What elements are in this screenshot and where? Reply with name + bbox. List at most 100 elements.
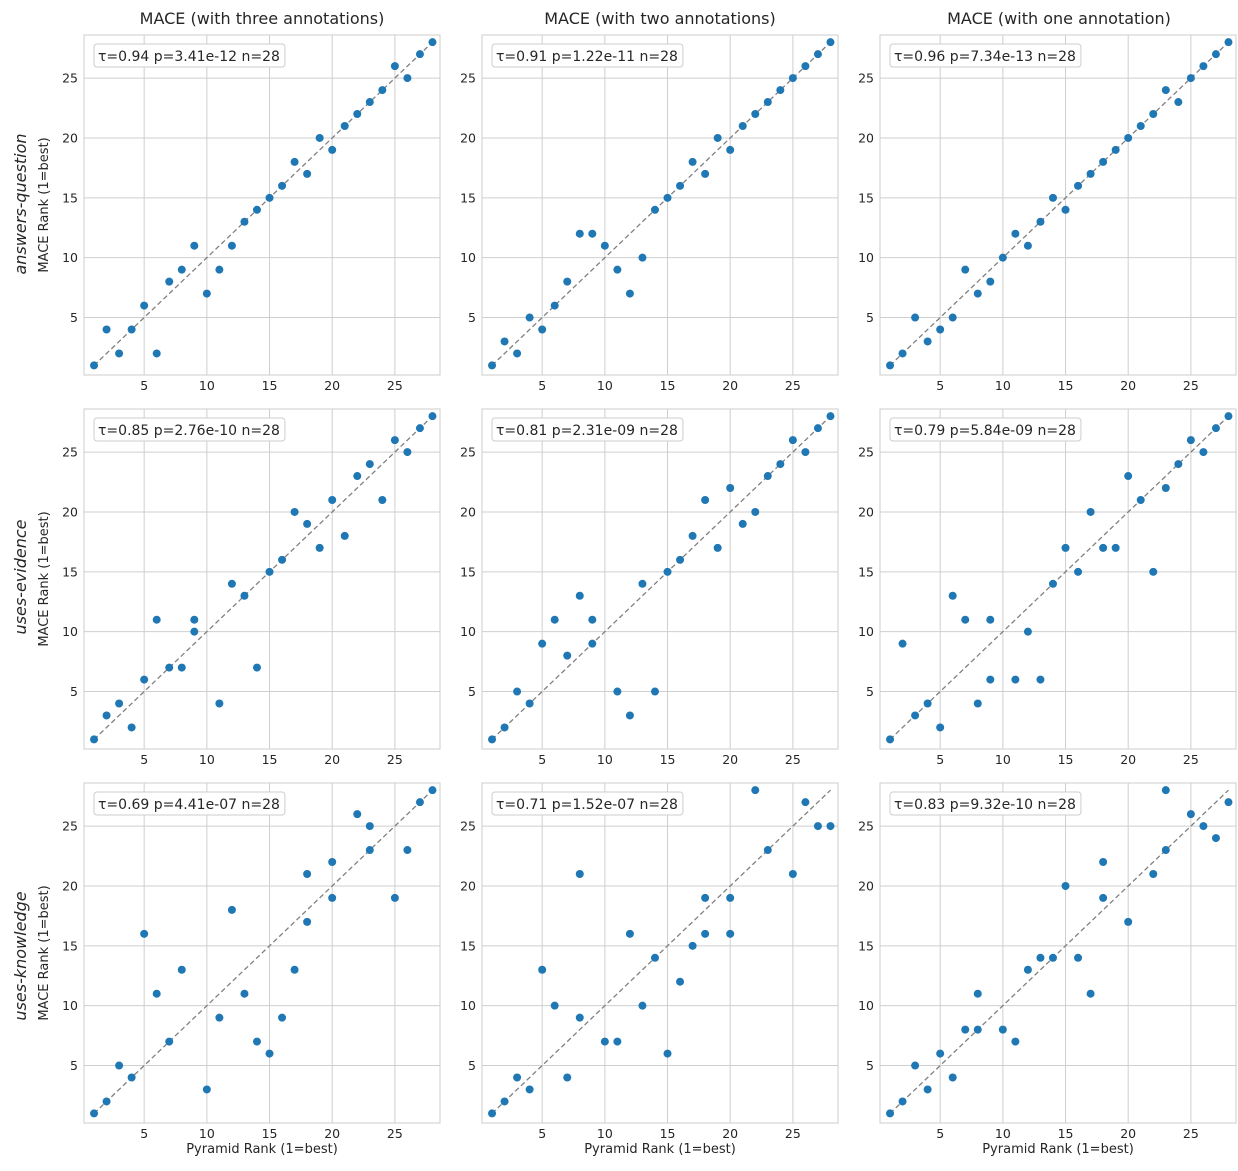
data-point [726, 893, 735, 902]
data-point [1124, 133, 1133, 142]
data-point [701, 495, 710, 504]
data-point [1174, 98, 1183, 107]
data-point [763, 472, 772, 481]
data-point [525, 699, 534, 708]
data-point [973, 989, 982, 998]
stats-annotation: τ=0.85 p=2.76e-10 n=28 [93, 417, 286, 442]
column-titles: MACE (with three annotations) MACE (with… [140, 9, 1171, 28]
data-point [152, 989, 161, 998]
data-point [1224, 798, 1233, 807]
x-tick-label: 20 [1120, 1126, 1136, 1141]
data-point [303, 869, 312, 878]
row-labels: answers-question uses-evidence uses-know… [11, 133, 30, 1020]
data-point [1111, 543, 1120, 552]
row-label-uses-evidence: uses-evidence [11, 519, 30, 634]
y-tick-label: 25 [62, 819, 78, 834]
data-point [1099, 543, 1108, 552]
x-tick-label: 20 [722, 378, 738, 393]
x-tick-label: 10 [199, 378, 215, 393]
data-point [1099, 157, 1108, 166]
panel-answers-question-three: 5 10 15 20 25 5 10 15 20 25 τ=0.94 p=3.41e-12 n=28… [37, 34, 441, 393]
data-point [165, 1037, 174, 1046]
data-point [936, 325, 945, 334]
data-point [278, 1013, 287, 1022]
data-point [1161, 86, 1170, 95]
data-point [801, 448, 810, 457]
y-tick-label: 15 [62, 190, 78, 205]
data-point [525, 313, 534, 322]
panel-frame [83, 408, 441, 750]
data-point [676, 977, 685, 986]
y-tick-label: 20 [460, 504, 476, 519]
x-tick-label: 20 [1120, 378, 1136, 393]
data-point [738, 121, 747, 130]
data-point [353, 110, 362, 119]
panel-answers-question-two: 5 10 15 20 25 5 10 15 20 25 τ=0.91 p=1.22e-11 n=28 [460, 34, 839, 393]
data-point [1048, 953, 1057, 962]
data-point [290, 965, 299, 974]
data-point [663, 1049, 672, 1058]
x-axis-label: Pyramid Rank (1=best) [186, 1142, 338, 1157]
row-label-answers-question: answers-question [11, 133, 30, 274]
data-point [550, 301, 559, 310]
data-point [202, 289, 211, 298]
panel-uses-knowledge-two: 5 10 15 20 25 5 10 15 20 25 τ=0.71 p=1.52e-07 n=28… [460, 782, 839, 1157]
x-tick-label: 25 [785, 378, 801, 393]
data-point [886, 361, 895, 370]
x-tick-label: 15 [262, 378, 278, 393]
data-point [1224, 38, 1233, 47]
data-point [190, 615, 199, 624]
data-point [90, 735, 99, 744]
stats-annotation: τ=0.71 p=1.52e-07 n=28 [491, 791, 684, 816]
y-tick-label: 15 [858, 564, 874, 579]
data-point [638, 1001, 647, 1010]
stats-annotation: τ=0.91 p=1.22e-11 n=28 [491, 43, 684, 68]
data-point [1199, 448, 1208, 457]
data-point [638, 253, 647, 262]
data-point [813, 50, 822, 59]
stats-text: τ=0.96 p=7.34e-13 n=28 [894, 49, 1076, 65]
data-point [303, 169, 312, 178]
y-tick-label: 10 [62, 250, 78, 265]
data-point [1124, 917, 1133, 926]
data-point [90, 1109, 99, 1118]
x-tick-label: 10 [995, 378, 1011, 393]
data-point [488, 361, 497, 370]
data-point [726, 929, 735, 938]
data-point [986, 615, 995, 624]
data-point [701, 929, 710, 938]
x-tick-label: 5 [538, 1126, 546, 1141]
x-tick-label: 20 [722, 1126, 738, 1141]
data-point [303, 917, 312, 926]
x-tick-label: 10 [597, 378, 613, 393]
data-point [1124, 472, 1133, 481]
y-tick-label: 10 [460, 624, 476, 639]
data-point [1186, 74, 1195, 83]
data-point [115, 699, 124, 708]
data-point [788, 74, 797, 83]
data-point [998, 1025, 1007, 1034]
data-point [973, 289, 982, 298]
panel-frame [879, 782, 1237, 1124]
data-point [898, 639, 907, 648]
panel-uses-evidence-three: 5 10 15 20 25 5 10 15 20 25 τ=0.85 p=2.76e-10 n=28… [37, 408, 441, 767]
data-point [140, 675, 149, 684]
x-tick-label: 5 [936, 752, 944, 767]
x-tick-label: 15 [1058, 1126, 1074, 1141]
data-point [688, 941, 697, 950]
data-point [365, 846, 374, 855]
y-tick-label: 25 [62, 445, 78, 460]
data-point [415, 50, 424, 59]
data-point [998, 253, 1007, 262]
y-tick-label: 5 [70, 684, 78, 699]
data-point [252, 205, 261, 214]
data-point [500, 337, 509, 346]
data-point [973, 699, 982, 708]
y-tick-label: 20 [858, 130, 874, 145]
data-point [290, 507, 299, 516]
data-point [936, 723, 945, 732]
data-point [776, 86, 785, 95]
data-point [513, 349, 522, 358]
data-point [227, 579, 236, 588]
data-point [90, 361, 99, 370]
